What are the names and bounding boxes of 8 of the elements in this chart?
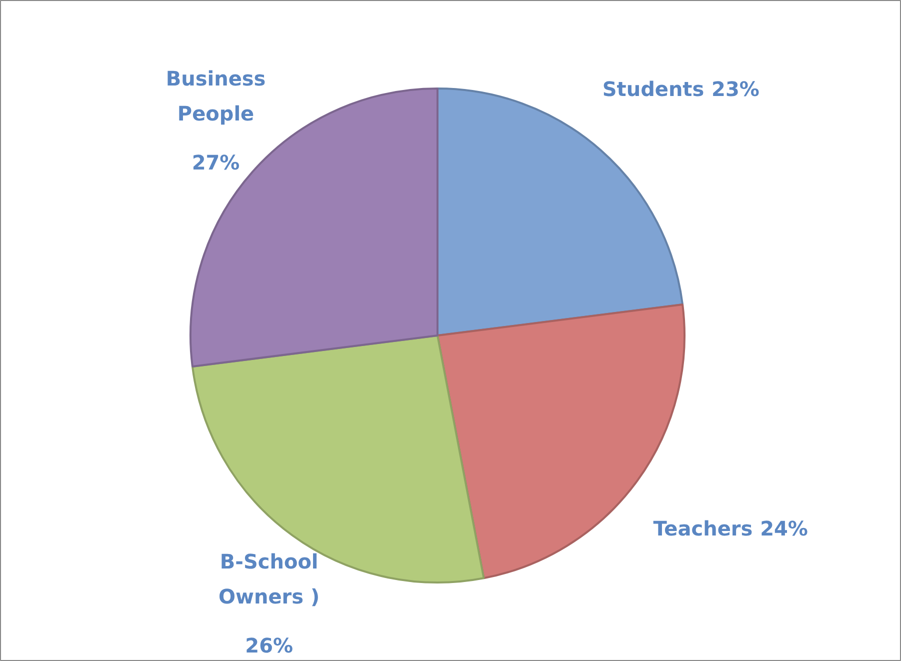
data-label: 26% (245, 634, 294, 658)
data-label: 24% (760, 516, 808, 541)
slice-label: Business People (166, 66, 266, 126)
slice-label: B-School Owners ) (218, 550, 320, 608)
slice-label: Students (602, 77, 704, 102)
data-label: 23% (712, 77, 760, 102)
slice-label: Teachers (653, 516, 753, 541)
data-label: 27% (192, 150, 240, 175)
